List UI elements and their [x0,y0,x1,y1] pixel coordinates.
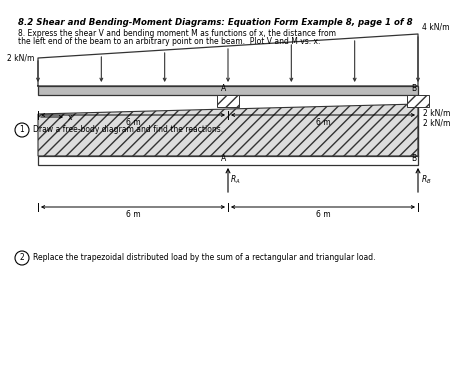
Text: 2: 2 [19,254,24,262]
Text: 6 m: 6 m [316,210,330,219]
Bar [217,95,239,107]
Text: 6 m: 6 m [316,118,330,127]
Text: A: A [221,84,226,93]
Text: 6 m: 6 m [126,210,140,219]
Text: B: B [411,154,416,163]
Bar [38,86,418,95]
Text: B: B [411,84,416,93]
Text: 2 kN/m: 2 kN/m [423,108,450,117]
Text: the left end of the beam to an arbitrary point on the beam.  Plot V and M vs. x.: the left end of the beam to an arbitrary… [18,37,320,46]
Text: 6 m: 6 m [126,118,140,127]
Text: A: A [221,154,226,163]
Polygon shape [38,104,418,156]
Text: Replace the trapezoidal distributed load by the sum of a rectangular and triangu: Replace the trapezoidal distributed load… [33,254,375,262]
Text: 8. Express the shear V and bending moment M as functions of x, the distance from: 8. Express the shear V and bending momen… [18,29,336,38]
Text: Draw a free-body diagram and find the reactions.: Draw a free-body diagram and find the re… [33,126,223,134]
Text: 2 kN/m: 2 kN/m [7,53,34,63]
Text: $R_A$: $R_A$ [230,174,241,186]
Circle shape [15,251,29,265]
Text: 1: 1 [19,126,24,134]
Circle shape [15,123,29,137]
Text: 8.2 Shear and Bending-Moment Diagrams: Equation Form Example 8, page 1 of 8: 8.2 Shear and Bending-Moment Diagrams: E… [18,18,413,27]
Bar [38,156,418,165]
Text: 4 kN/m: 4 kN/m [422,23,449,32]
Text: x: x [68,112,73,122]
Text: $R_B$: $R_B$ [421,174,432,186]
Text: 2 kN/m: 2 kN/m [423,119,450,128]
Bar [407,95,429,107]
